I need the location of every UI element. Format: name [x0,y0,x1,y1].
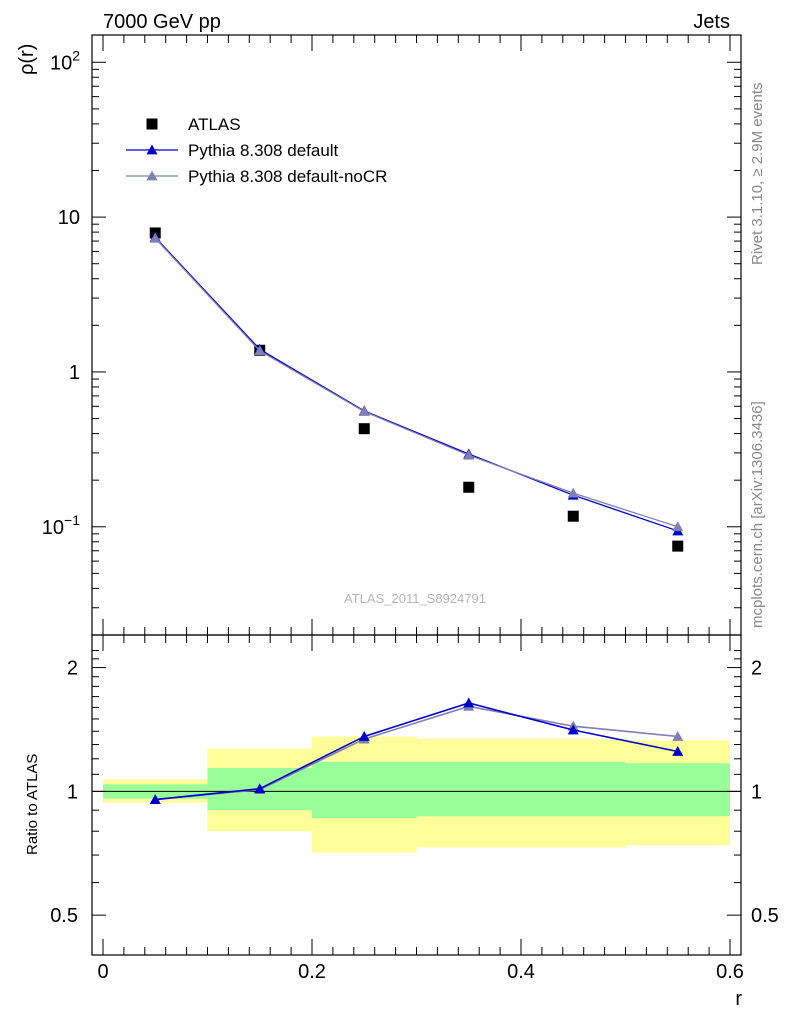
main-ytick-exp-3: −1 [64,512,80,528]
rivet-label: Rivet 3.1.10, ≥ 2.9M events [749,83,766,266]
series-line-2 [154,237,678,528]
legend-atlas-marker [146,118,158,130]
ratio-ytick-label-left-2: 2 [67,658,78,680]
ratio-1-point-5 [672,730,684,741]
header-left-label: 7000 GeV pp [103,11,221,33]
atlas-point-2 [358,423,370,435]
ratio-0-point-0 [149,794,161,804]
main-ytick-label-3: 10−1 [42,512,80,539]
atlas-point-4 [567,510,579,522]
main-ytick-base-0: 10 [50,52,72,74]
band-inner-4 [625,763,730,817]
main-ytick-exp-0: 2 [72,47,80,63]
xtick-label-2: 0.4 [507,961,535,983]
main-ytick-base-2: 1 [69,362,80,384]
main-y-axis-label: ρ(r) [16,44,38,75]
header-right-label: Jets [693,11,730,33]
ratio-ytick-label-left-0: 0.5 [50,905,78,927]
series-2-point-0 [149,232,161,243]
main-ytick-base-3: 10 [42,517,64,539]
ratio-ytick-label-right-0: 0.5 [751,905,779,927]
ratio-series [149,697,684,804]
main-ytick-base-1: 10 [58,207,80,229]
legend: ATLAS Pythia 8.308 default Pythia 8.308 de… [126,115,387,186]
xtick-label-3: 0.6 [716,961,744,983]
ratio-ytick-label-right-2: 2 [751,658,762,680]
atlas-point-3 [463,481,475,493]
ratio-0-point-3 [463,697,475,708]
legend-label-0: ATLAS [188,115,241,134]
band-inner-2 [312,761,417,819]
ratio-uncertainty-bands [92,736,741,853]
xtick-label-1: 0.2 [298,961,326,983]
series-2-point-2 [358,406,370,416]
ratio-ytick-label-left-1: 1 [67,781,78,803]
series-2-point-4 [567,487,579,498]
main-ytick-label-2: 1 [69,362,80,384]
main-ytick-label-0: 102 [50,47,80,74]
series-2-point-1 [254,345,266,356]
xtick-label-0: 0 [97,961,108,983]
watermark-label: ATLAS_2011_S8924791 [344,591,486,606]
legend-label-1: Pythia 8.308 default [188,141,339,160]
atlas-point-5 [672,540,684,552]
band-inner-3 [416,761,626,817]
ratio-y-axis-label: Ratio to ATLAS [24,754,41,855]
legend-label-2: Pythia 8.308 default-noCR [188,167,387,186]
ratio-line-0 [155,702,678,801]
legend-marker-1 [146,144,158,155]
main-ytick-label-1: 10 [58,207,80,229]
series-line-1 [154,236,678,532]
ratio-ytick-label-right-1: 1 [751,781,762,803]
series-2-point-3 [463,449,475,460]
series-2-point-5 [672,521,684,532]
ratio-0-point-5 [672,746,684,756]
main-series [149,227,684,552]
ratio-0-point-4 [567,724,579,735]
ratio-0-point-1 [254,783,266,794]
mcplots-label: mcplots.cern.ch [arXiv:1306.3436] [749,401,766,628]
legend-marker-2 [146,170,158,181]
ratio-0-point-2 [358,730,370,741]
x-axis-label: r [735,988,742,1010]
